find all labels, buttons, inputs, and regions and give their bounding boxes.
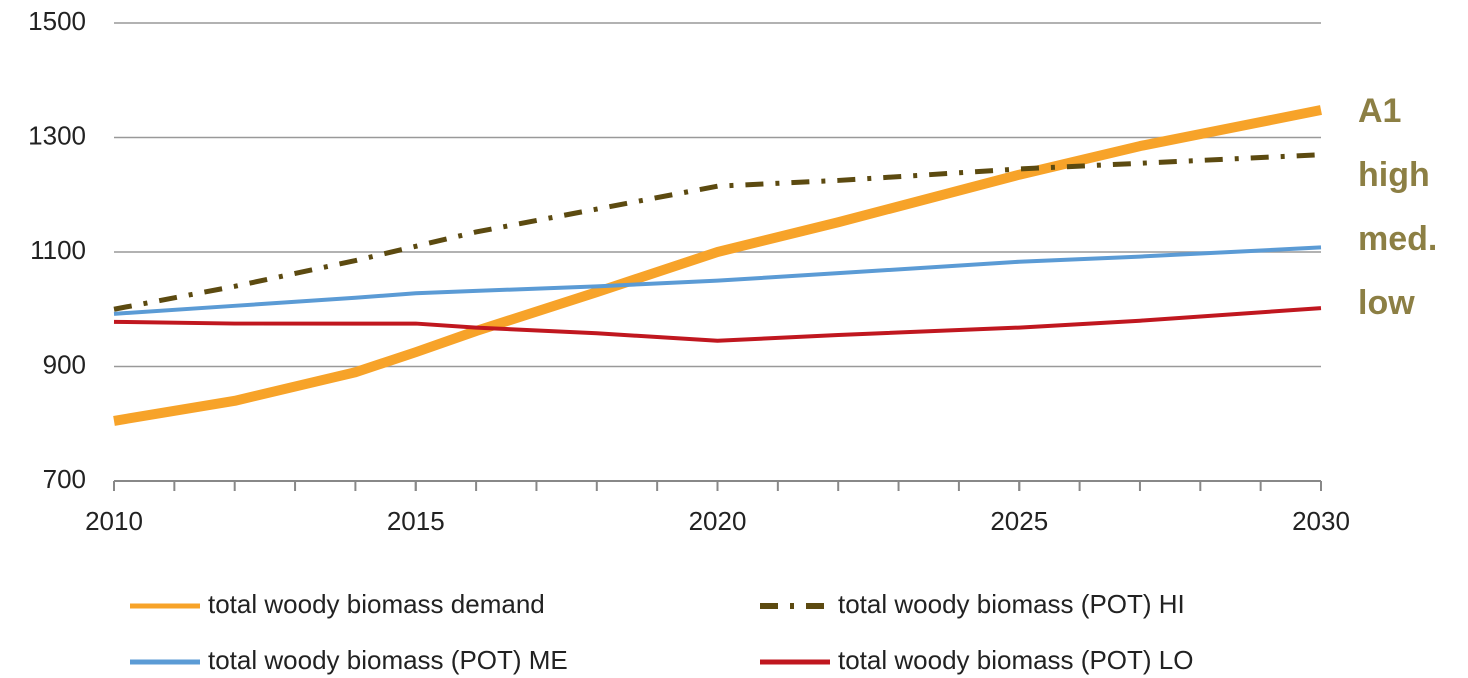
annotation: A1 [1358, 92, 1401, 130]
series-line [113, 306, 1322, 343]
annotation: low [1358, 284, 1415, 322]
y-tick-label: 900 [43, 349, 86, 379]
y-tick-label: 1300 [28, 120, 86, 150]
legend-label: total woody biomass (POT) LO [838, 645, 1193, 675]
x-tick-label: 2020 [689, 506, 747, 536]
series-line [113, 152, 1322, 312]
x-tick-label: 2015 [387, 506, 445, 536]
legend-label: total woody biomass (POT) HI [838, 589, 1185, 619]
x-tick-label: 2030 [1292, 506, 1350, 536]
legend-label: total woody biomass (POT) ME [208, 645, 568, 675]
x-tick-label: 2025 [990, 506, 1048, 536]
series-line [113, 105, 1322, 426]
annotation: high [1358, 156, 1430, 194]
y-tick-label: 1100 [30, 235, 86, 265]
legend-label: total woody biomass demand [208, 589, 545, 619]
y-tick-label: 700 [43, 464, 86, 494]
y-tick-label: 1500 [28, 6, 86, 36]
x-tick-label: 2010 [85, 506, 143, 536]
series-line [113, 245, 1322, 316]
annotation: med. [1358, 220, 1437, 258]
